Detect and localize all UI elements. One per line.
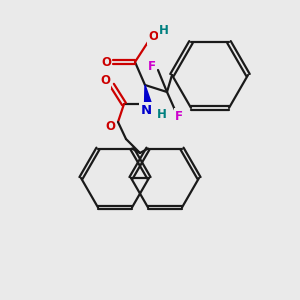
Text: H: H bbox=[159, 23, 169, 37]
Text: F: F bbox=[175, 110, 183, 122]
Text: H: H bbox=[157, 107, 167, 121]
Text: N: N bbox=[140, 103, 152, 116]
Text: O: O bbox=[148, 31, 158, 44]
Text: O: O bbox=[101, 56, 111, 68]
Polygon shape bbox=[145, 85, 152, 104]
Text: O: O bbox=[100, 74, 110, 88]
Text: F: F bbox=[148, 59, 156, 73]
Text: O: O bbox=[105, 119, 115, 133]
